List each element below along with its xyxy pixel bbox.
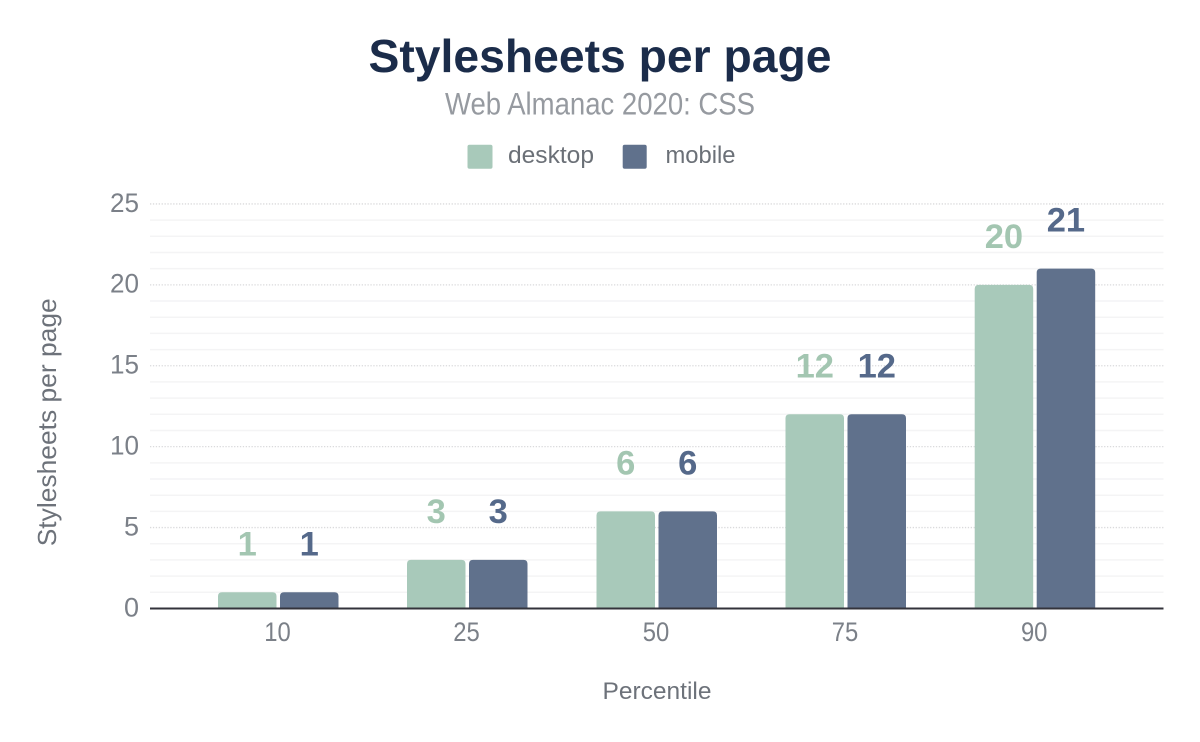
svg-text:10: 10 bbox=[110, 430, 139, 460]
svg-text:mobile: mobile bbox=[666, 142, 736, 169]
svg-text:6: 6 bbox=[678, 444, 697, 482]
svg-text:Stylesheets per page: Stylesheets per page bbox=[32, 298, 62, 546]
svg-text:Stylesheets per page: Stylesheets per page bbox=[369, 30, 832, 82]
svg-text:20: 20 bbox=[985, 218, 1023, 256]
svg-text:25: 25 bbox=[453, 617, 480, 647]
svg-text:25: 25 bbox=[110, 188, 139, 218]
svg-text:3: 3 bbox=[489, 493, 508, 531]
svg-text:1: 1 bbox=[238, 525, 257, 563]
svg-text:Web Almanac 2020: CSS: Web Almanac 2020: CSS bbox=[445, 86, 755, 122]
svg-text:3: 3 bbox=[427, 493, 446, 531]
svg-text:0: 0 bbox=[124, 592, 139, 622]
svg-text:1: 1 bbox=[300, 525, 319, 563]
svg-text:50: 50 bbox=[643, 617, 670, 647]
svg-text:12: 12 bbox=[858, 347, 896, 385]
svg-text:5: 5 bbox=[124, 511, 139, 541]
svg-text:12: 12 bbox=[796, 347, 834, 385]
svg-text:10: 10 bbox=[264, 617, 291, 647]
svg-text:Percentile: Percentile bbox=[603, 678, 712, 705]
svg-text:90: 90 bbox=[1021, 617, 1048, 647]
svg-text:75: 75 bbox=[832, 617, 859, 647]
svg-text:desktop: desktop bbox=[508, 142, 594, 169]
svg-text:21: 21 bbox=[1047, 202, 1085, 240]
svg-text:15: 15 bbox=[110, 350, 139, 380]
svg-text:20: 20 bbox=[110, 269, 139, 299]
svg-text:6: 6 bbox=[616, 444, 635, 482]
